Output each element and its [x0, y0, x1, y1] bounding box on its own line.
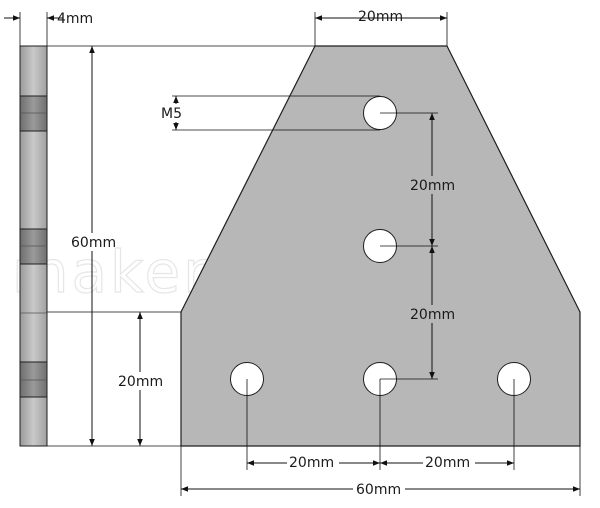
vertical-spacing-upper-label: 20mm	[410, 178, 455, 194]
vertical-spacing-lower-label: 20mm	[410, 307, 455, 323]
thickness-label: 4mm	[57, 11, 93, 27]
hole-size-callout: M5	[161, 95, 380, 131]
total-width-dimension: 60mm	[180, 446, 581, 498]
vertical-spacing-dimension: 20mm 20mm	[380, 112, 456, 380]
side-view-hole-section	[19, 95, 48, 132]
left-inner-height-label: 20mm	[118, 374, 163, 390]
left-height-dimension: 60mm	[47, 45, 315, 447]
bottom-spacing-dimension: 20mm 20mm	[246, 379, 515, 471]
side-view-hole-section	[19, 228, 48, 265]
side-view-hole-section	[19, 361, 48, 398]
left-inner-height-dimension: 20mm	[47, 311, 181, 446]
side-view	[19, 45, 48, 447]
bottom-spacing-left-label: 20mm	[289, 455, 334, 471]
hole-size-label: M5	[161, 106, 182, 122]
thickness-dimension: 4mm	[4, 11, 93, 46]
top-width-label: 20mm	[358, 9, 403, 25]
left-height-label: 60mm	[71, 235, 116, 251]
bottom-spacing-right-label: 20mm	[425, 455, 470, 471]
total-width-label: 60mm	[356, 482, 401, 498]
top-width-dimension: 20mm	[314, 9, 448, 46]
